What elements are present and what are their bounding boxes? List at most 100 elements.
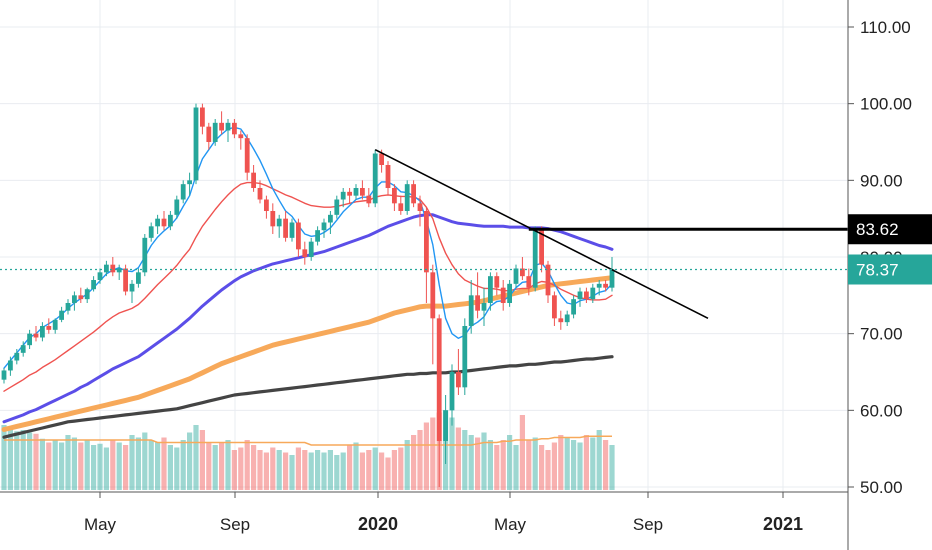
volume-bar xyxy=(507,435,513,490)
candles xyxy=(1,103,615,487)
volume-bar xyxy=(340,452,346,490)
candle xyxy=(596,280,602,296)
candle-body xyxy=(200,107,205,127)
volume-bar xyxy=(302,450,308,490)
volume-bar xyxy=(385,457,391,490)
volume-bar xyxy=(347,445,353,490)
volume-bar xyxy=(353,442,359,490)
candle-body xyxy=(558,318,564,323)
candle xyxy=(1,368,7,384)
candle-body xyxy=(264,199,269,211)
y-tick-label: 100.00 xyxy=(860,95,912,114)
candle xyxy=(84,287,90,303)
candle xyxy=(65,299,71,315)
volume-bar xyxy=(135,437,141,490)
candle xyxy=(129,280,135,303)
candle-body xyxy=(443,410,448,441)
volume-bar xyxy=(417,430,423,490)
candle-body xyxy=(251,172,256,188)
candle-body xyxy=(136,272,141,284)
candle xyxy=(20,341,26,357)
volume-bar xyxy=(103,447,109,490)
candle-body xyxy=(110,264,116,273)
candle-body xyxy=(302,249,308,257)
candle-body xyxy=(232,122,237,135)
candle xyxy=(436,314,442,487)
candle xyxy=(238,130,244,150)
candle xyxy=(353,184,359,200)
candle-body xyxy=(571,299,576,315)
volume-bar xyxy=(372,447,378,490)
candle-body xyxy=(27,333,32,346)
volume-bar xyxy=(116,442,122,490)
candle-body xyxy=(91,280,96,290)
candle-body xyxy=(174,199,180,215)
x-tick-label: 2021 xyxy=(763,514,803,534)
volume-bar xyxy=(577,442,583,490)
candle-body xyxy=(564,314,570,323)
candle xyxy=(296,218,301,257)
candle-body xyxy=(180,184,186,200)
volume-bar xyxy=(97,443,103,490)
x-tick-label: May xyxy=(494,515,527,534)
volume-bar xyxy=(27,432,33,490)
candle-body xyxy=(193,107,199,181)
candle xyxy=(347,188,352,204)
candle-body xyxy=(52,319,58,330)
volume-ma-polyline xyxy=(4,435,612,446)
candle xyxy=(244,134,250,181)
candle-body xyxy=(116,268,122,273)
candle xyxy=(526,268,532,296)
volume-bar xyxy=(430,417,436,490)
candle xyxy=(468,280,474,334)
candle xyxy=(372,149,378,208)
candle-body xyxy=(411,184,416,204)
candle xyxy=(564,310,570,326)
candle xyxy=(411,180,416,208)
candle xyxy=(219,111,224,135)
candle xyxy=(46,318,52,334)
volume-bar xyxy=(596,430,602,490)
volume-bar xyxy=(519,415,525,490)
candle-body xyxy=(372,153,378,204)
candle-body xyxy=(72,295,77,303)
candle-body xyxy=(539,230,544,265)
volume-bar xyxy=(321,452,327,490)
candle-body xyxy=(308,241,314,257)
candle-body xyxy=(168,214,173,227)
candle xyxy=(558,310,564,330)
volume-bar xyxy=(129,435,135,490)
candle-body xyxy=(398,203,404,211)
volume-bar xyxy=(398,447,404,490)
volume-bar xyxy=(366,450,372,490)
volume-bar xyxy=(308,452,314,490)
ma-fast-line xyxy=(3,126,613,369)
candle-body xyxy=(315,230,320,242)
candle xyxy=(40,322,45,342)
candle-body xyxy=(609,269,615,288)
volume-bar xyxy=(225,440,231,490)
candle xyxy=(59,306,64,323)
candle xyxy=(136,268,141,288)
ma-orange-line xyxy=(1,275,615,432)
candle-body xyxy=(161,218,167,227)
volume-bar xyxy=(161,437,167,490)
candle xyxy=(187,172,192,196)
candle-body xyxy=(500,287,506,303)
volume-bar xyxy=(315,450,321,490)
candle xyxy=(392,184,397,211)
candle xyxy=(475,272,480,319)
volume-bar xyxy=(212,445,218,490)
candle xyxy=(97,268,103,284)
volume-bar xyxy=(513,445,519,490)
candle xyxy=(193,103,199,185)
volume-bar xyxy=(199,430,205,490)
volume-bar xyxy=(46,442,52,490)
volume-bar xyxy=(180,440,186,490)
candle-body xyxy=(219,122,224,131)
candle xyxy=(270,203,276,234)
candle xyxy=(321,218,327,238)
candle xyxy=(552,291,557,326)
price-badge: 78.37 xyxy=(848,254,932,285)
